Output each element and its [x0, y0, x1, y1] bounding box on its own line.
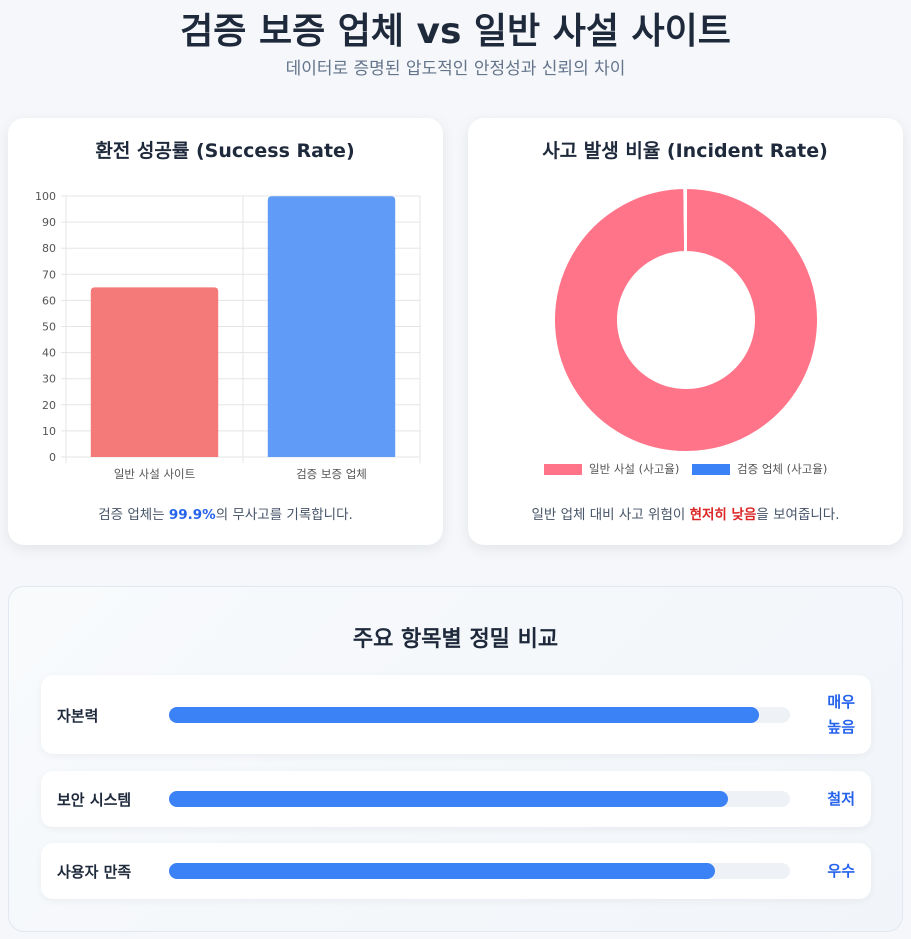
row-label: 사용자 만족 [57, 863, 132, 881]
legend-label: 일반 사설 (사고율) [589, 462, 679, 476]
y-tick-label: 70 [42, 268, 56, 281]
y-tick-label: 20 [42, 399, 56, 412]
row-label: 보안 시스템 [57, 791, 132, 809]
bar-chart: 환전 성공률 (Success Rate) 0 10 20 30 40 50 60 70 80 90… [35, 140, 421, 481]
x-tick-label: 검증 보증 업체 [296, 467, 367, 481]
comparison-row: 자본력 매우 높음 [41, 675, 871, 754]
y-tick-label: 80 [42, 242, 56, 255]
legend-label: 검증 업체 (사고율) [737, 462, 827, 476]
note-highlight: 현저히 낮음 [689, 507, 757, 523]
chart-title: 환전 성공률 (Success Rate) [95, 140, 354, 162]
pie-chart: 사고 발생 비율 (Incident Rate) 일반 사설 (사고율) 검증 업체… [542, 140, 828, 476]
comparison-row: 보안 시스템 철저 [41, 771, 871, 827]
progress-fill [169, 863, 716, 879]
progress-track [169, 791, 790, 807]
note-text: 검증 업체는 [98, 507, 169, 523]
y-tick-label: 10 [42, 425, 56, 438]
legend-swatch [692, 464, 730, 475]
bar [90, 287, 219, 457]
pie-slice [683, 186, 687, 254]
legend-swatch [544, 464, 582, 475]
bar [267, 196, 396, 458]
row-status: 매우 높음 [827, 692, 855, 736]
progress-fill [169, 791, 728, 807]
note-highlight: 99.9% [168, 507, 216, 523]
row-label: 자본력 [57, 706, 99, 725]
pie-card: 사고 발생 비율 (Incident Rate) 일반 사설 (사고율) 검증 업체… [468, 118, 903, 545]
bar-card: 환전 성공률 (Success Rate) 0 10 20 30 40 50 60 70 80 90… [8, 118, 443, 545]
note-text: 을 보여줍니다. [756, 507, 840, 523]
progress-fill [169, 706, 759, 723]
y-tick-label: 90 [42, 216, 56, 229]
pie-slice [553, 186, 819, 453]
note-text: 의 무사고를 기록합니다. [215, 507, 353, 523]
row-status: 철저 [827, 789, 855, 808]
y-tick-label: 50 [42, 321, 56, 334]
note-text: 일반 업체 대비 사고 위험이 [531, 507, 690, 523]
chart-note: 검증 업체는 99.9%의 무사고를 기록합니다. [8, 503, 443, 523]
progress-track [169, 706, 790, 723]
page-title: 검증 보증 업체 vs 일반 사설 사이트 [180, 11, 731, 52]
page-subtitle: 데이터로 증명된 압도적인 안정성과 신뢰의 차이 [285, 59, 626, 79]
x-tick-label: 일반 사설 사이트 [114, 467, 195, 481]
y-tick-label: 60 [42, 294, 56, 307]
chart-note: 일반 업체 대비 사고 위험이 현저히 낮음을 보여줍니다. [468, 503, 903, 523]
y-tick-label: 30 [42, 373, 56, 386]
progress-track [169, 863, 790, 879]
y-tick-label: 0 [49, 451, 56, 464]
row-status: 우수 [827, 861, 855, 880]
comparison-row: 사용자 만족 우수 [41, 843, 871, 899]
section-title: 주요 항목별 정밀 비교 [352, 627, 559, 652]
y-tick-label: 100 [35, 190, 56, 203]
y-tick-label: 40 [42, 347, 56, 360]
chart-title: 사고 발생 비율 (Incident Rate) [542, 140, 828, 162]
